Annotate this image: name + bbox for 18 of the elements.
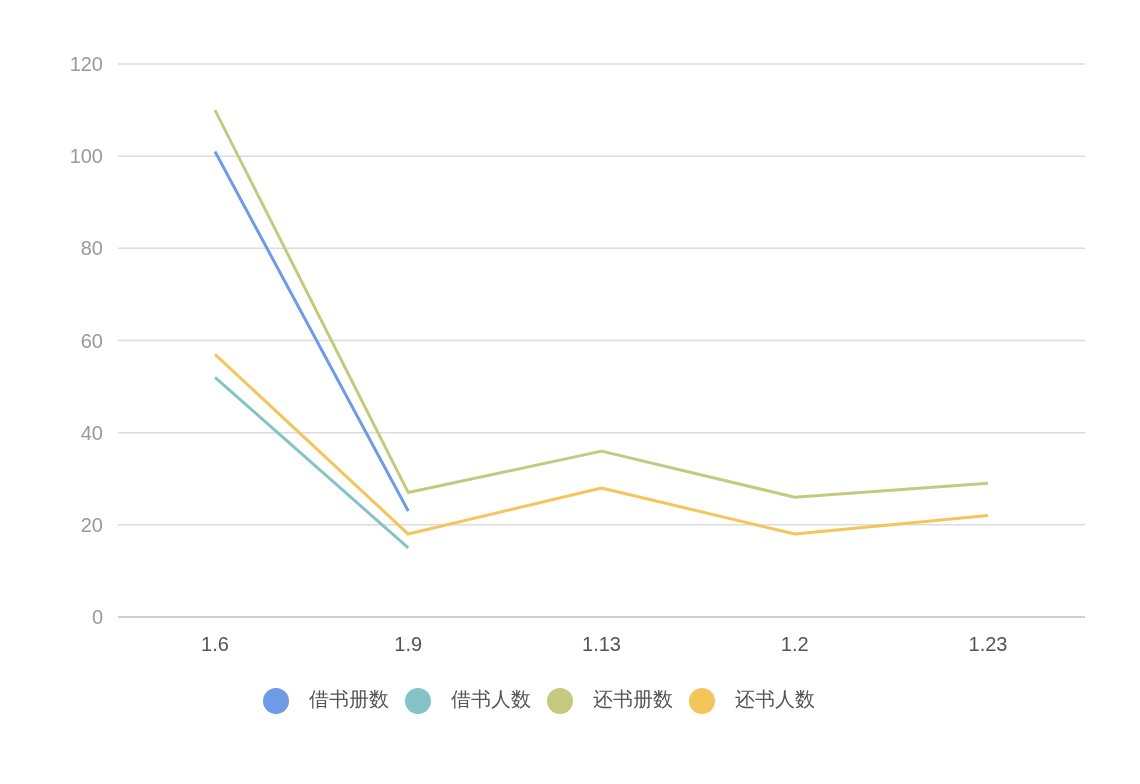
y-tick-label: 40 — [80, 421, 103, 444]
x-tick-label: 1.6 — [201, 633, 229, 656]
x-tick-label: 1.9 — [394, 633, 423, 656]
legend-label: 还书人数 — [734, 688, 815, 710]
legend-label: 借书人数 — [450, 688, 531, 710]
y-tick-label: 20 — [80, 513, 103, 536]
line-series — [213, 352, 990, 536]
y-tick-label: 60 — [80, 329, 103, 352]
legend-label: 还书册数 — [592, 688, 673, 710]
line-series — [213, 108, 990, 499]
x-tick-label: 1.23 — [968, 633, 1008, 656]
y-tick-label: 80 — [80, 237, 103, 260]
x-tick-label: 1.2 — [780, 633, 809, 656]
y-tick-label: 120 — [69, 53, 103, 76]
x-tick-label: 1.13 — [582, 633, 621, 656]
y-tick-label: 0 — [91, 606, 103, 629]
y-tick-label: 100 — [69, 145, 103, 168]
legend-label: 借书册数 — [308, 688, 389, 710]
